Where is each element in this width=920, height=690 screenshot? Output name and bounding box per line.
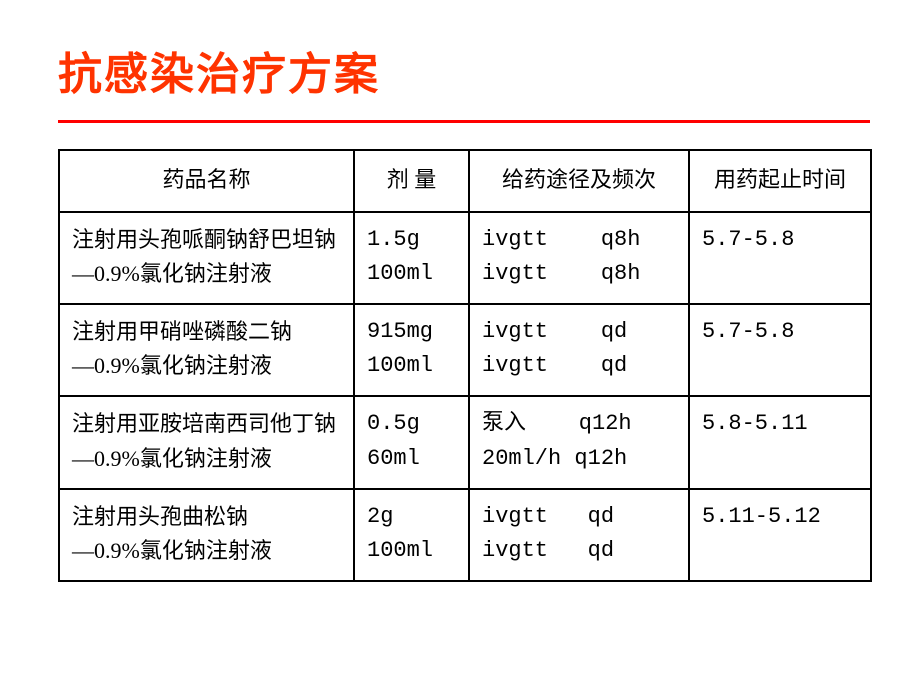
slide: 抗感染治疗方案 药品名称 剂 量 给药途径及频次 用药起止时间 注射用头孢哌酮钠… bbox=[0, 0, 920, 582]
cell-dose: 915mg 100ml bbox=[354, 304, 469, 396]
table-row: 注射用头孢曲松钠 —0.9%氯化钠注射液 2g 100ml ivgtt qd i… bbox=[59, 489, 871, 581]
table-row: 注射用亚胺培南西司他丁钠 —0.9%氯化钠注射液 0.5g 60ml 泵入 q1… bbox=[59, 396, 871, 488]
cell-time: 5.7-5.8 bbox=[689, 304, 871, 396]
table-row: 注射用甲硝唑磷酸二钠 —0.9%氯化钠注射液 915mg 100ml ivgtt… bbox=[59, 304, 871, 396]
cell-dose: 1.5g 100ml bbox=[354, 212, 469, 304]
cell-drug: 注射用头孢曲松钠 —0.9%氯化钠注射液 bbox=[59, 489, 354, 581]
cell-route: ivgtt qd ivgtt qd bbox=[469, 489, 689, 581]
table-header-row: 药品名称 剂 量 给药途径及频次 用药起止时间 bbox=[59, 150, 871, 212]
table-row: 注射用头孢哌酮钠舒巴坦钠 —0.9%氯化钠注射液 1.5g 100ml ivgt… bbox=[59, 212, 871, 304]
cell-route: ivgtt qd ivgtt qd bbox=[469, 304, 689, 396]
cell-route: 泵入 q12h 20ml/h q12h bbox=[469, 396, 689, 488]
title-underline bbox=[58, 120, 870, 123]
cell-route: ivgtt q8h ivgtt q8h bbox=[469, 212, 689, 304]
cell-time: 5.8-5.11 bbox=[689, 396, 871, 488]
cell-drug: 注射用头孢哌酮钠舒巴坦钠 —0.9%氯化钠注射液 bbox=[59, 212, 354, 304]
cell-dose: 0.5g 60ml bbox=[354, 396, 469, 488]
cell-time: 5.11-5.12 bbox=[689, 489, 871, 581]
col-header-time: 用药起止时间 bbox=[689, 150, 871, 212]
cell-dose: 2g 100ml bbox=[354, 489, 469, 581]
col-header-route: 给药途径及频次 bbox=[469, 150, 689, 212]
page-title: 抗感染治疗方案 bbox=[58, 38, 870, 102]
cell-drug: 注射用亚胺培南西司他丁钠 —0.9%氯化钠注射液 bbox=[59, 396, 354, 488]
cell-time: 5.7-5.8 bbox=[689, 212, 871, 304]
treatment-table: 药品名称 剂 量 给药途径及频次 用药起止时间 注射用头孢哌酮钠舒巴坦钠 —0.… bbox=[58, 149, 872, 582]
col-header-dose: 剂 量 bbox=[354, 150, 469, 212]
col-header-drug: 药品名称 bbox=[59, 150, 354, 212]
cell-drug: 注射用甲硝唑磷酸二钠 —0.9%氯化钠注射液 bbox=[59, 304, 354, 396]
